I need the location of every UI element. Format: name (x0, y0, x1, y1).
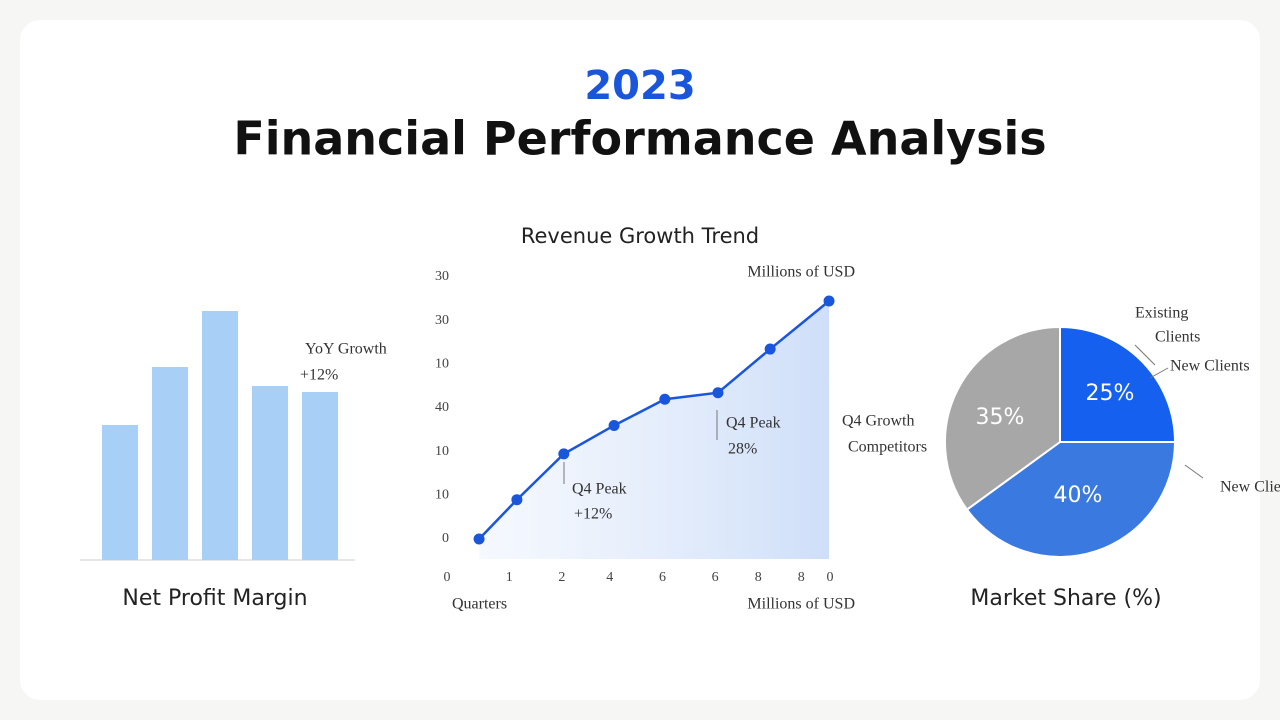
y-tick-label: 10 (435, 444, 449, 459)
x-tick-label: 1 (506, 570, 513, 585)
point (511, 494, 523, 506)
x-tick-label: 6 (712, 570, 719, 585)
point (608, 419, 620, 431)
annotation: YoY Growth (305, 341, 387, 358)
page-title: Financial Performance Analysis (233, 112, 1046, 166)
x-tick-label: 6 (659, 570, 666, 585)
y-tick-label: 10 (435, 357, 449, 372)
slice-label: 35% (976, 405, 1025, 430)
slice-label: 25% (1086, 381, 1135, 406)
chart-title: Net Profit Margin (122, 586, 307, 611)
point (558, 448, 570, 460)
annotation: Clients (1155, 329, 1200, 346)
callout (1134, 344, 1156, 366)
area (479, 301, 830, 559)
y-tick-label: 10 (435, 488, 449, 503)
line (478, 300, 830, 540)
slice-name: New Clients (1220, 479, 1280, 496)
annotation: 28% (728, 441, 757, 458)
x-tick-label: 4 (606, 570, 613, 585)
annotation: Competitors (848, 439, 927, 456)
y-tick-label: 30 (435, 313, 449, 328)
bar (252, 386, 288, 560)
x-tick-label: 0 (444, 570, 451, 585)
y-tick-label: 30 (435, 269, 449, 284)
y-axis-label: Millions of USD (747, 264, 855, 281)
y-tick-label: 0 (442, 531, 449, 546)
point (823, 295, 835, 307)
x-tick-label: 8 (755, 570, 762, 585)
slice-label: 40% (1054, 483, 1103, 508)
bar (102, 425, 138, 560)
x-tick-label: 0 (827, 570, 834, 585)
point (764, 343, 776, 355)
bar (202, 311, 238, 560)
x-axis-label-right: Millions of USD (747, 596, 855, 613)
bar (152, 367, 188, 560)
annotation: Q4 Peak (726, 415, 781, 432)
annotation: Existing (1135, 305, 1188, 322)
pie-slice (965, 441, 1177, 558)
pie-slice (944, 325, 1061, 511)
x-tick-label: 8 (798, 570, 805, 585)
x-axis-label: Quarters (452, 596, 507, 613)
chart-title: Revenue Growth Trend (521, 224, 759, 248)
annotation: Q4 Peak (572, 481, 627, 498)
slice-name: New Clients (1170, 358, 1250, 375)
callout (1184, 464, 1204, 479)
point (659, 393, 671, 405)
point (473, 533, 485, 545)
bar (302, 392, 338, 560)
pie-slice (1059, 325, 1177, 443)
annotation: +12% (300, 367, 338, 384)
chart-title: Market Share (%) (970, 586, 1161, 611)
callout (1149, 367, 1169, 379)
y-tick-label: 40 (435, 400, 449, 415)
point (712, 387, 724, 399)
x-tick-label: 2 (558, 570, 565, 585)
annotation: Q4 Growth (842, 413, 914, 430)
year: 2023 (584, 63, 695, 109)
annotation: +12% (574, 506, 612, 523)
